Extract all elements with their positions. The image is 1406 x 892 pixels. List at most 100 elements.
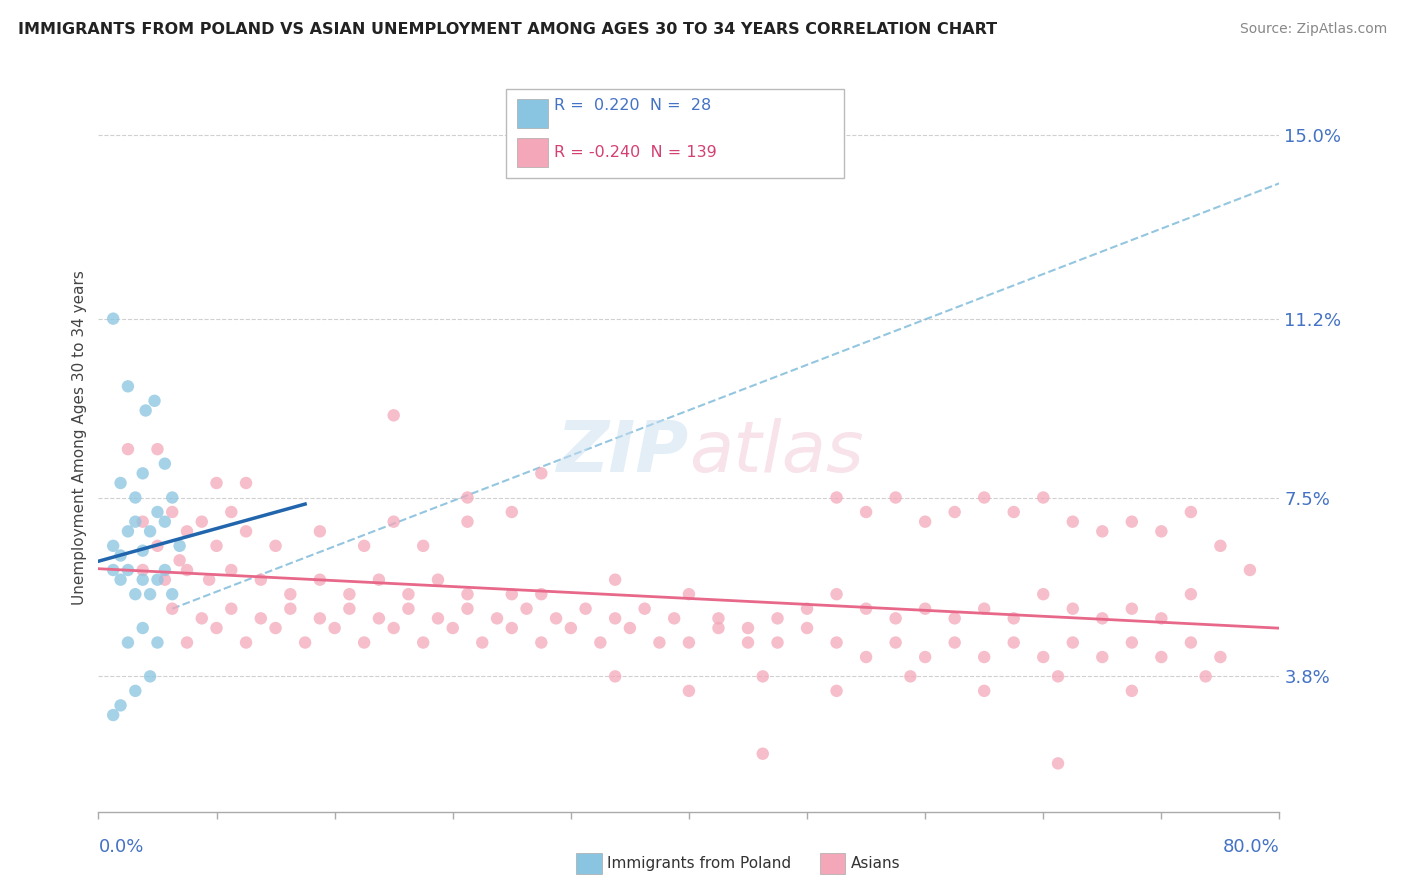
Point — [162, 601, 183, 615]
Point — [766, 611, 789, 625]
Point — [153, 563, 176, 577]
Point — [1002, 505, 1025, 519]
Point — [441, 621, 464, 635]
Point — [605, 669, 627, 683]
Point — [1002, 611, 1025, 625]
Point — [1150, 524, 1173, 539]
Point — [1032, 650, 1054, 665]
Point — [382, 621, 405, 635]
Point — [530, 587, 553, 601]
Point — [309, 611, 332, 625]
Point — [117, 524, 139, 539]
Point — [914, 650, 936, 665]
Point — [221, 563, 243, 577]
Point — [368, 611, 391, 625]
Point — [605, 573, 627, 587]
Point — [146, 505, 169, 519]
Point — [153, 573, 176, 587]
Point — [530, 467, 553, 481]
Point — [589, 635, 612, 649]
Point — [575, 601, 598, 615]
Point — [1032, 587, 1054, 601]
Point — [205, 475, 228, 490]
Point — [884, 611, 907, 625]
Point — [103, 563, 125, 577]
Point — [1121, 515, 1143, 529]
Point — [382, 515, 405, 529]
Point — [501, 587, 523, 601]
Point — [1180, 587, 1202, 601]
Point — [796, 621, 818, 635]
Point — [309, 524, 332, 539]
Point — [146, 573, 169, 587]
Point — [737, 621, 759, 635]
Point — [117, 563, 139, 577]
Point — [143, 393, 166, 408]
Point — [1209, 539, 1232, 553]
Point — [146, 442, 169, 457]
Y-axis label: Unemployment Among Ages 30 to 34 years: Unemployment Among Ages 30 to 34 years — [72, 269, 87, 605]
Point — [250, 573, 273, 587]
Point — [398, 587, 420, 601]
Point — [486, 611, 509, 625]
Point — [1047, 669, 1070, 683]
Point — [457, 515, 479, 529]
Point — [139, 669, 162, 683]
Point — [103, 708, 125, 723]
Point — [664, 611, 686, 625]
Point — [235, 475, 257, 490]
Point — [1121, 635, 1143, 649]
Point — [132, 621, 155, 635]
Point — [264, 539, 287, 553]
Point — [1239, 563, 1261, 577]
Point — [546, 611, 568, 625]
Point — [250, 611, 273, 625]
Point — [1121, 684, 1143, 698]
Text: 0.0%: 0.0% — [98, 838, 143, 856]
Point — [176, 524, 198, 539]
Point — [855, 650, 877, 665]
Point — [132, 543, 155, 558]
Point — [457, 491, 479, 505]
Point — [471, 635, 494, 649]
Point — [191, 611, 214, 625]
Point — [1002, 635, 1025, 649]
Point — [1150, 650, 1173, 665]
Point — [884, 491, 907, 505]
Point — [737, 635, 759, 649]
Point — [943, 611, 966, 625]
Point — [752, 669, 775, 683]
Point — [973, 601, 995, 615]
Point — [176, 563, 198, 577]
Point — [1195, 669, 1218, 683]
Point — [530, 635, 553, 649]
Point — [855, 601, 877, 615]
Point — [605, 611, 627, 625]
Text: R =  0.220  N =  28: R = 0.220 N = 28 — [554, 98, 711, 112]
Point — [1062, 601, 1084, 615]
Point — [221, 601, 243, 615]
Point — [457, 587, 479, 601]
Point — [516, 601, 538, 615]
Point — [678, 587, 700, 601]
Point — [398, 601, 420, 615]
Point — [707, 611, 730, 625]
Point — [973, 491, 995, 505]
Point — [427, 611, 450, 625]
Point — [825, 635, 848, 649]
Point — [943, 635, 966, 649]
Point — [560, 621, 582, 635]
Point — [427, 573, 450, 587]
Point — [132, 515, 155, 529]
Point — [1032, 491, 1054, 505]
Point — [943, 505, 966, 519]
Point — [264, 621, 287, 635]
Point — [132, 467, 155, 481]
Point — [110, 475, 132, 490]
Point — [117, 635, 139, 649]
Point — [103, 311, 125, 326]
Point — [176, 635, 198, 649]
Text: IMMIGRANTS FROM POLAND VS ASIAN UNEMPLOYMENT AMONG AGES 30 TO 34 YEARS CORRELATI: IMMIGRANTS FROM POLAND VS ASIAN UNEMPLOY… — [18, 22, 997, 37]
Point — [153, 515, 176, 529]
Point — [1180, 505, 1202, 519]
